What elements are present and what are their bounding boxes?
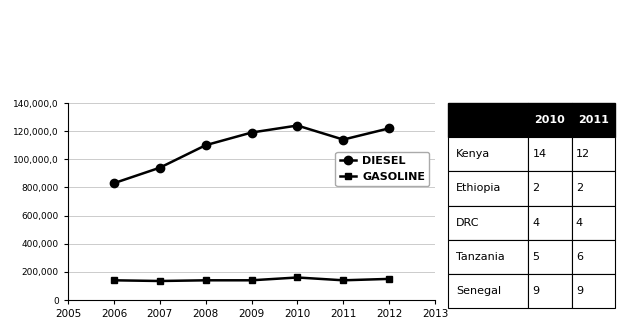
GASOLINE bbox=[248, 278, 255, 282]
Text: Source : Ethiopian Petroleum Supply: Source : Ethiopian Petroleum Supply bbox=[16, 44, 273, 57]
Legend: DIESEL, GASOLINE: DIESEL, GASOLINE bbox=[335, 152, 430, 186]
Text: Trends in consumption (MT): Trends in consumption (MT) bbox=[16, 12, 224, 25]
GASOLINE bbox=[294, 276, 301, 279]
DIESEL bbox=[202, 143, 210, 147]
DIESEL bbox=[248, 131, 255, 134]
GASOLINE bbox=[202, 278, 210, 282]
Text: Road sector per capita Gasoline: Road sector per capita Gasoline bbox=[341, 10, 580, 23]
Line: GASOLINE: GASOLINE bbox=[110, 274, 392, 284]
Text: Source : World Bank: Source : World Bank bbox=[341, 78, 484, 91]
Text: Enterprise: Enterprise bbox=[16, 78, 89, 91]
DIESEL bbox=[386, 126, 393, 130]
DIESEL bbox=[340, 138, 347, 141]
Line: DIESEL: DIESEL bbox=[110, 121, 393, 188]
Text: Consumption (KG Oil): Consumption (KG Oil) bbox=[341, 44, 502, 57]
DIESEL bbox=[110, 181, 118, 185]
GASOLINE bbox=[156, 279, 164, 283]
DIESEL bbox=[294, 124, 301, 127]
GASOLINE bbox=[386, 277, 393, 281]
DIESEL bbox=[156, 166, 164, 170]
GASOLINE bbox=[340, 278, 347, 282]
GASOLINE bbox=[110, 278, 118, 282]
